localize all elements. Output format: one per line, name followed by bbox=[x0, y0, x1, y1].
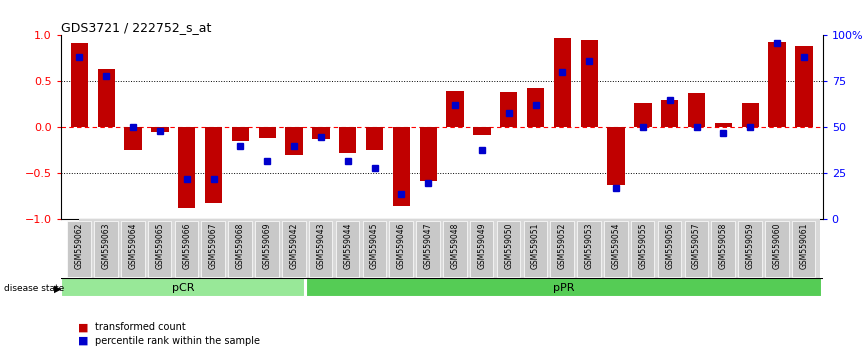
Bar bbox=[661, 100, 678, 127]
FancyBboxPatch shape bbox=[229, 221, 252, 277]
Bar bbox=[714, 123, 732, 127]
Bar bbox=[152, 127, 169, 132]
Bar bbox=[419, 127, 437, 181]
Text: ■: ■ bbox=[78, 336, 88, 346]
Bar bbox=[339, 127, 357, 153]
FancyBboxPatch shape bbox=[738, 221, 762, 277]
FancyBboxPatch shape bbox=[175, 221, 198, 277]
Bar bbox=[473, 127, 491, 135]
Bar bbox=[607, 127, 624, 184]
FancyBboxPatch shape bbox=[80, 219, 820, 278]
FancyBboxPatch shape bbox=[68, 221, 91, 277]
Text: GSM559053: GSM559053 bbox=[585, 222, 594, 269]
Text: disease state: disease state bbox=[4, 284, 65, 293]
FancyBboxPatch shape bbox=[443, 221, 467, 277]
Text: GSM559061: GSM559061 bbox=[799, 222, 809, 269]
Bar bbox=[365, 127, 384, 150]
Bar bbox=[500, 92, 518, 127]
Text: GSM559048: GSM559048 bbox=[450, 222, 460, 269]
Bar bbox=[232, 127, 249, 141]
Bar bbox=[795, 46, 812, 127]
Text: GSM559063: GSM559063 bbox=[101, 222, 111, 269]
FancyBboxPatch shape bbox=[470, 221, 494, 277]
Text: GSM559051: GSM559051 bbox=[531, 222, 540, 269]
Text: pCR: pCR bbox=[171, 282, 194, 293]
FancyBboxPatch shape bbox=[657, 221, 682, 277]
Text: GSM559042: GSM559042 bbox=[289, 222, 299, 269]
FancyBboxPatch shape bbox=[417, 221, 440, 277]
Text: GSM559055: GSM559055 bbox=[638, 222, 648, 269]
Bar bbox=[553, 38, 572, 127]
Bar bbox=[125, 127, 142, 150]
Bar bbox=[741, 103, 759, 127]
FancyBboxPatch shape bbox=[282, 221, 306, 277]
Text: GSM559044: GSM559044 bbox=[343, 222, 352, 269]
Text: GSM559056: GSM559056 bbox=[665, 222, 675, 269]
Text: GSM559043: GSM559043 bbox=[316, 222, 326, 269]
FancyBboxPatch shape bbox=[202, 221, 225, 277]
Text: GSM559069: GSM559069 bbox=[262, 222, 272, 269]
Bar bbox=[286, 127, 303, 155]
FancyBboxPatch shape bbox=[148, 221, 171, 277]
Text: GSM559047: GSM559047 bbox=[423, 222, 433, 269]
FancyBboxPatch shape bbox=[792, 221, 816, 277]
FancyBboxPatch shape bbox=[61, 278, 306, 297]
Text: GSM559062: GSM559062 bbox=[74, 222, 84, 269]
FancyBboxPatch shape bbox=[604, 221, 628, 277]
Text: GSM559054: GSM559054 bbox=[611, 222, 621, 269]
Text: GSM559046: GSM559046 bbox=[397, 222, 406, 269]
Text: GSM559065: GSM559065 bbox=[155, 222, 165, 269]
FancyBboxPatch shape bbox=[309, 221, 333, 277]
Text: GSM559059: GSM559059 bbox=[746, 222, 755, 269]
Text: ▶: ▶ bbox=[54, 284, 61, 293]
Text: GSM559045: GSM559045 bbox=[370, 222, 379, 269]
FancyBboxPatch shape bbox=[390, 221, 413, 277]
Bar bbox=[312, 127, 330, 139]
Bar bbox=[178, 127, 196, 209]
Bar bbox=[688, 93, 705, 127]
FancyBboxPatch shape bbox=[121, 221, 145, 277]
FancyBboxPatch shape bbox=[630, 221, 655, 277]
Text: GSM559068: GSM559068 bbox=[236, 222, 245, 269]
Bar bbox=[98, 69, 115, 127]
Bar bbox=[392, 127, 410, 206]
Text: GSM559064: GSM559064 bbox=[128, 222, 138, 269]
FancyBboxPatch shape bbox=[363, 221, 386, 277]
Text: percentile rank within the sample: percentile rank within the sample bbox=[95, 336, 261, 346]
Text: pPR: pPR bbox=[553, 282, 575, 293]
Text: GSM559060: GSM559060 bbox=[772, 222, 782, 269]
FancyBboxPatch shape bbox=[711, 221, 735, 277]
Text: GSM559057: GSM559057 bbox=[692, 222, 701, 269]
FancyBboxPatch shape bbox=[255, 221, 279, 277]
FancyBboxPatch shape bbox=[684, 221, 708, 277]
Text: GSM559067: GSM559067 bbox=[209, 222, 218, 269]
Text: transformed count: transformed count bbox=[95, 322, 186, 332]
FancyBboxPatch shape bbox=[306, 278, 823, 297]
FancyBboxPatch shape bbox=[524, 221, 547, 277]
Bar bbox=[634, 103, 651, 127]
FancyBboxPatch shape bbox=[577, 221, 601, 277]
Bar bbox=[580, 40, 598, 127]
Text: GDS3721 / 222752_s_at: GDS3721 / 222752_s_at bbox=[61, 21, 211, 34]
FancyBboxPatch shape bbox=[765, 221, 789, 277]
Text: GSM559050: GSM559050 bbox=[504, 222, 514, 269]
FancyBboxPatch shape bbox=[550, 221, 574, 277]
FancyBboxPatch shape bbox=[94, 221, 118, 277]
FancyBboxPatch shape bbox=[336, 221, 359, 277]
Bar bbox=[768, 42, 785, 127]
Text: ■: ■ bbox=[78, 322, 88, 332]
Text: GSM559066: GSM559066 bbox=[182, 222, 191, 269]
Bar bbox=[205, 127, 223, 203]
Bar bbox=[446, 91, 464, 127]
Text: GSM559058: GSM559058 bbox=[719, 222, 728, 269]
Bar bbox=[259, 127, 276, 138]
FancyBboxPatch shape bbox=[497, 221, 520, 277]
Text: GSM559049: GSM559049 bbox=[477, 222, 487, 269]
Bar bbox=[71, 43, 88, 127]
Text: GSM559052: GSM559052 bbox=[558, 222, 567, 269]
Bar bbox=[527, 88, 545, 127]
